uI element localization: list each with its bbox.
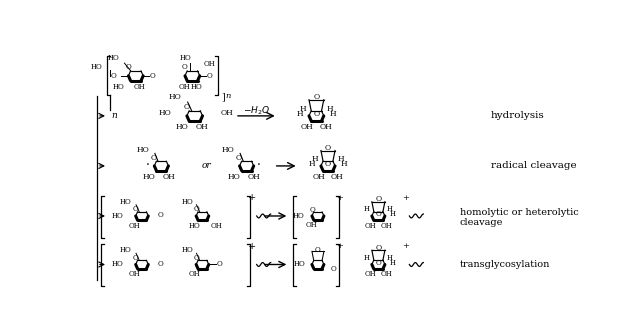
Text: H: H	[337, 155, 344, 163]
Text: H: H	[390, 211, 396, 218]
Text: H: H	[329, 110, 336, 118]
Text: +: +	[336, 193, 343, 202]
Text: n: n	[225, 92, 230, 100]
Text: OH: OH	[196, 123, 209, 132]
Text: HO: HO	[190, 83, 202, 91]
Text: OH: OH	[189, 271, 200, 279]
Text: HO: HO	[169, 93, 182, 101]
Text: O: O	[133, 205, 139, 213]
Text: O: O	[375, 244, 381, 252]
Text: OH: OH	[179, 83, 191, 91]
Text: +: +	[402, 242, 409, 250]
Text: O: O	[315, 246, 321, 254]
Text: OH: OH	[211, 222, 222, 230]
Text: O: O	[330, 265, 336, 273]
Text: O: O	[157, 211, 163, 219]
Text: H: H	[387, 254, 393, 262]
Text: ]: ]	[221, 92, 225, 101]
Text: +: +	[248, 241, 256, 250]
Text: O: O	[157, 260, 163, 268]
Text: +: +	[402, 193, 409, 202]
Text: HO: HO	[189, 222, 200, 230]
Text: O: O	[184, 103, 190, 111]
Text: O: O	[150, 72, 156, 80]
Text: OH: OH	[319, 123, 332, 132]
Text: OH: OH	[380, 222, 392, 230]
Text: O: O	[206, 72, 212, 80]
Text: O: O	[325, 144, 331, 152]
Text: H: H	[300, 105, 307, 112]
Text: +: +	[336, 242, 343, 250]
Text: OH: OH	[134, 83, 145, 91]
Text: OH: OH	[163, 173, 175, 181]
Text: HO: HO	[111, 212, 124, 220]
Text: $-H_2O$: $-H_2O$	[243, 104, 270, 117]
Text: HO: HO	[182, 246, 193, 254]
Text: O: O	[217, 260, 223, 269]
Text: OH: OH	[380, 271, 392, 279]
Text: H: H	[364, 254, 370, 262]
Text: HO: HO	[182, 198, 193, 206]
Text: homolytic or heterolytic: homolytic or heterolytic	[460, 208, 579, 217]
Text: O: O	[325, 160, 331, 168]
Text: HO: HO	[108, 54, 120, 63]
Text: H: H	[390, 259, 396, 267]
Text: radical cleavage: radical cleavage	[491, 161, 577, 170]
Text: O: O	[182, 64, 188, 71]
Text: H: H	[387, 205, 393, 213]
Text: O: O	[375, 195, 381, 203]
Text: O: O	[314, 110, 319, 118]
Text: HO: HO	[120, 198, 131, 206]
Text: HO: HO	[292, 212, 304, 220]
Text: OH: OH	[306, 221, 317, 229]
Text: O: O	[310, 206, 316, 214]
Text: H: H	[297, 110, 303, 118]
Text: OH: OH	[331, 173, 344, 181]
Text: n: n	[111, 111, 117, 121]
Text: O: O	[376, 211, 381, 218]
Text: O: O	[111, 72, 116, 80]
Text: O: O	[133, 254, 139, 261]
Text: O: O	[314, 93, 319, 101]
Text: OH: OH	[365, 271, 376, 279]
Text: O: O	[376, 259, 381, 267]
Text: OH: OH	[204, 60, 215, 68]
Text: OH: OH	[365, 222, 376, 230]
Text: OH: OH	[248, 173, 260, 181]
Text: H: H	[364, 205, 370, 213]
Text: HO: HO	[159, 109, 172, 117]
Text: O: O	[125, 64, 131, 71]
Text: H: H	[326, 105, 333, 112]
Text: HO: HO	[111, 260, 124, 269]
Text: OH: OH	[312, 173, 325, 181]
Text: OH: OH	[129, 271, 140, 279]
Text: HO: HO	[180, 54, 191, 63]
Text: HO: HO	[294, 260, 305, 269]
Text: transglycosylation: transglycosylation	[460, 260, 550, 269]
Text: ·: ·	[146, 159, 150, 172]
Text: O: O	[193, 254, 199, 261]
Text: O: O	[193, 205, 199, 213]
Text: HO: HO	[222, 145, 235, 154]
Text: HO: HO	[137, 145, 150, 154]
Text: HO: HO	[228, 173, 241, 181]
Text: hydrolysis: hydrolysis	[491, 111, 545, 121]
Text: HO: HO	[91, 63, 103, 71]
Text: O: O	[236, 154, 242, 162]
Text: O: O	[150, 154, 157, 162]
Text: H: H	[312, 155, 319, 163]
Text: OH: OH	[301, 123, 314, 132]
Text: HO: HO	[120, 246, 131, 254]
Text: ·: ·	[257, 159, 261, 172]
Text: cleavage: cleavage	[460, 218, 503, 227]
Text: H: H	[309, 160, 316, 168]
Text: H: H	[340, 160, 347, 168]
Text: or: or	[202, 161, 211, 170]
Text: HO: HO	[143, 173, 156, 181]
Text: HO: HO	[176, 123, 189, 132]
Text: +: +	[248, 193, 256, 202]
Text: OH: OH	[221, 109, 234, 117]
Text: HO: HO	[113, 83, 125, 91]
Text: OH: OH	[129, 222, 140, 230]
